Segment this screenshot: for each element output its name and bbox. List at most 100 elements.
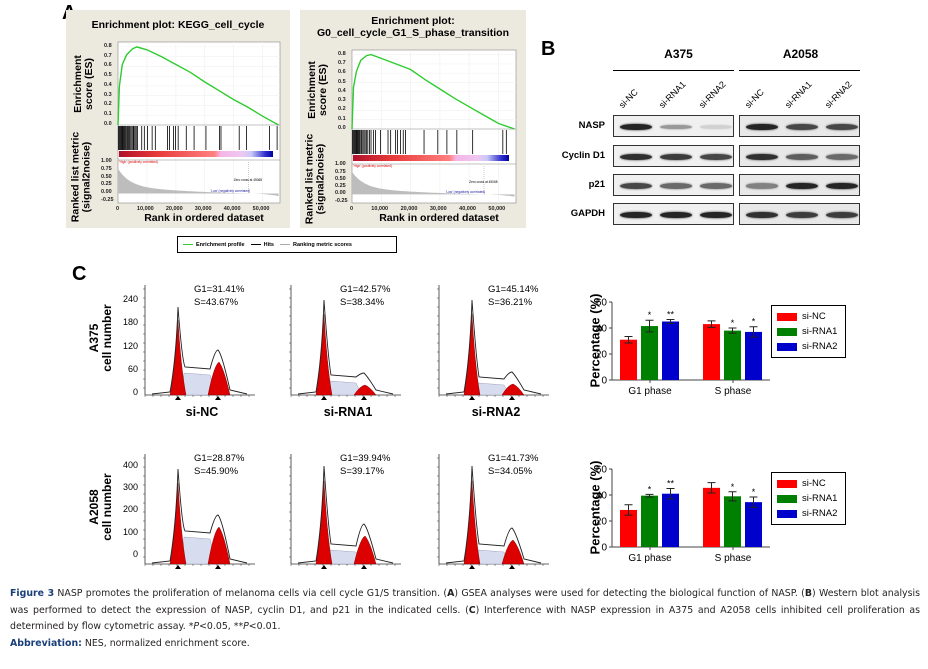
gate-marker-icon [509, 396, 515, 400]
es-tick-label: 0.1 [104, 111, 112, 118]
significance-marker: * [731, 318, 735, 328]
significance-marker: ** [667, 310, 675, 320]
gate-marker-icon [469, 396, 475, 400]
es-tick-label: 0.2 [104, 101, 112, 108]
panel-label-b: B [541, 38, 556, 60]
y-tick-label: 0 [601, 543, 607, 554]
flow-stats: G1=28.87% S=45.90% [194, 452, 244, 478]
protein-band [786, 182, 818, 190]
bar-si-nc-g1-phase [620, 509, 637, 547]
low-correlated-label: 'Low' (negatively correlated) [210, 188, 251, 193]
y-tick-label: 40 [596, 324, 608, 335]
ranking-metric-area [118, 168, 279, 196]
flow-histogram [143, 454, 255, 569]
ranking-metric-area [352, 171, 515, 197]
y-tick-label: 0 [601, 376, 607, 387]
protein-band [700, 125, 732, 129]
metric-tick-label: 0.00 [335, 190, 346, 197]
legend-item-si-nc: si-NC [777, 309, 840, 324]
s-percentage: S=43.67% [194, 297, 239, 308]
legend-swatch [777, 479, 797, 488]
error-bar [645, 493, 654, 498]
error-bar [624, 335, 633, 344]
flow-y-tick: 120 [122, 340, 138, 351]
legend-item-si-rna2: si-RNA2 [777, 506, 840, 521]
s-percentage: S=39.17% [340, 466, 385, 477]
blot-strip [613, 115, 734, 137]
lane-label: si-NC [742, 87, 766, 110]
lane-label: si-RNA2 [822, 79, 854, 110]
legend-item-si-rna1: si-RNA1 [777, 491, 840, 506]
es-tick-label: 0.4 [104, 81, 112, 88]
category-label: S phase [715, 386, 752, 397]
g2-peak [207, 361, 231, 396]
high-correlated-label: 'High' (positively correlated) [353, 164, 392, 168]
histogram-outline [445, 465, 542, 564]
g1-percentage: G1=39.94% [340, 453, 391, 464]
gate-marker-icon [509, 565, 515, 569]
g1-percentage: G1=31.41% [194, 284, 245, 295]
blot-strip [613, 203, 734, 225]
g1-peak [169, 320, 187, 396]
condition-label: si-RNA2 [471, 405, 521, 419]
legend-swatch [777, 327, 797, 336]
protein-band [620, 153, 652, 161]
protein-label: GAPDH [570, 208, 605, 219]
histogram-outline [151, 306, 248, 395]
protein-label: Cyclin D1 [561, 150, 605, 161]
bar-si-nc-s-phase [703, 487, 720, 547]
x-tick-label: 50,000 [488, 206, 506, 212]
error-bar [707, 320, 716, 328]
x-tick-label: 0 [350, 206, 354, 212]
flow-histogram [437, 285, 549, 400]
flow-stats: G1=31.41% S=43.67% [194, 283, 244, 309]
es-tick-label: 0.6 [104, 62, 112, 69]
protein-band [620, 123, 652, 131]
flow-y-axis-label: A375 cell number [87, 304, 114, 372]
bar-si-nc-s-phase [703, 324, 720, 380]
metric-tick-label: 0.50 [101, 173, 112, 180]
gsea-plot-g1-s-transition: Enrichment plot: G0_cell_cycle_G1_S_phase… [300, 10, 526, 228]
metric-tick-label: 0.75 [335, 168, 346, 175]
flow-histogram [289, 285, 401, 400]
x-tick-label: 20,000 [165, 206, 183, 212]
histogram-outline [151, 468, 248, 564]
bar-si-rna2-g1-phase [662, 493, 679, 547]
flow-y-tick: 300 [122, 482, 138, 493]
bar-si-rna1-g1-phase [641, 495, 658, 547]
flow-histogram [143, 285, 255, 400]
legend-item-enrichment-profile: Enrichment profile [183, 242, 245, 248]
enrichment-profile-line [117, 46, 279, 126]
error-bar [749, 326, 758, 338]
significance-marker: * [648, 310, 652, 320]
s-percentage: S=34.05% [488, 466, 533, 477]
metric-tick-label: -0.25 [101, 197, 114, 204]
x-tick-label: 30,000 [429, 206, 447, 212]
condition-label: si-NC [185, 405, 219, 419]
gate-marker-icon [321, 396, 327, 400]
flow-y-tick: 240 [122, 294, 138, 304]
s-percentage: S=38.34% [340, 297, 385, 308]
metric-tick-label: 1.00 [335, 161, 346, 168]
y-tick-label: 60 [596, 465, 608, 476]
protein-band [826, 182, 858, 190]
es-tick-label: 0.8 [104, 42, 112, 49]
protein-label: p21 [588, 179, 605, 190]
figure-caption: Figure 3 NASP promotes the proliferation… [10, 588, 920, 649]
protein-band [700, 211, 732, 219]
protein-band [660, 211, 692, 219]
error-bar [707, 482, 716, 494]
g2-peak [501, 383, 525, 396]
g1-peak [463, 480, 481, 565]
es-tick-label: 0.1 [338, 115, 346, 122]
flow-histogram [437, 454, 549, 569]
significance-marker: * [648, 484, 652, 494]
y-tick-label: 20 [596, 517, 608, 528]
black-line-icon [250, 244, 261, 245]
protein-band [700, 183, 732, 189]
protein-band [700, 153, 732, 161]
bar-si-rna1-s-phase [724, 330, 741, 380]
x-tick-label: 20,000 [400, 206, 418, 212]
gsea-x-axis-label: Rank in ordered dataset [144, 212, 264, 224]
lane-label: si-RNA1 [782, 79, 814, 110]
